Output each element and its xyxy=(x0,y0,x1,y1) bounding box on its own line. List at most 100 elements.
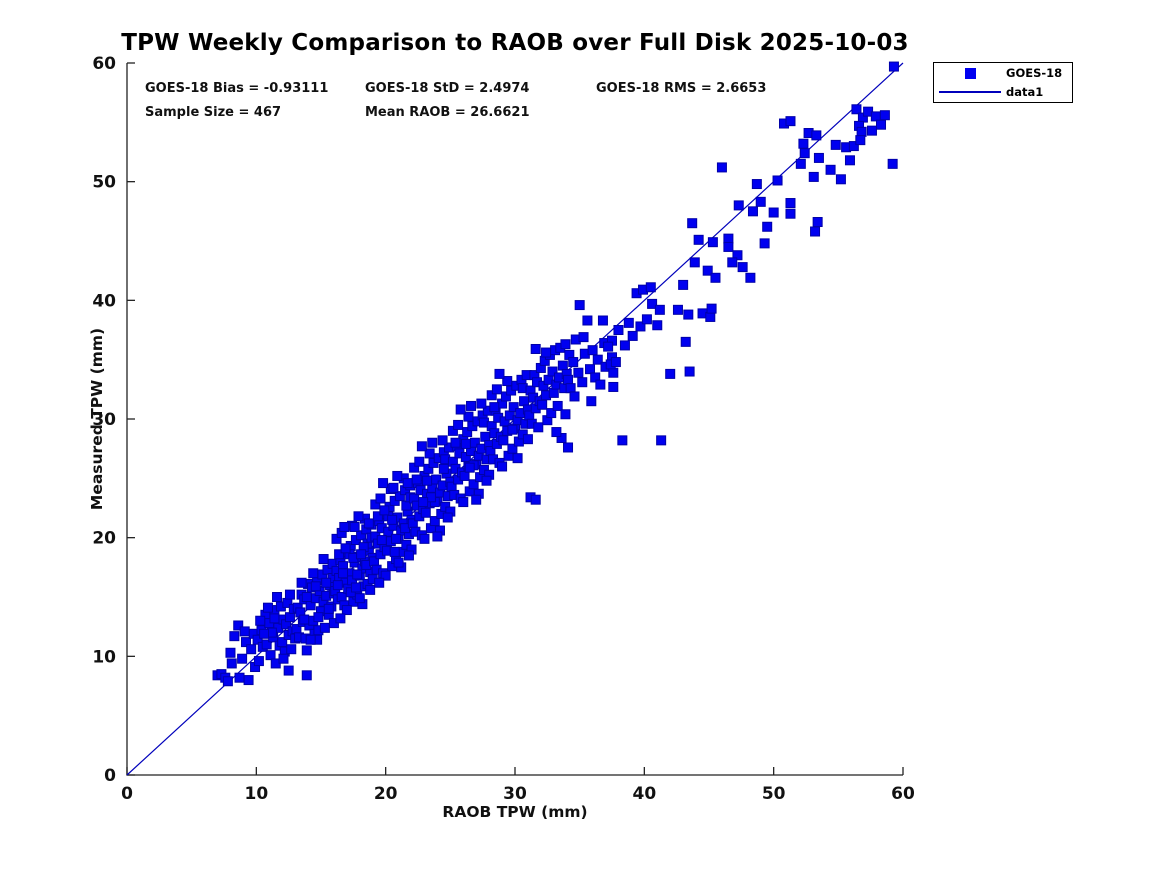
scatter-marker xyxy=(810,226,821,237)
scatter-marker xyxy=(239,626,250,637)
legend-entry-goes18: GOES-18 xyxy=(934,64,1072,82)
scatter-marker xyxy=(586,396,597,407)
scatter-marker xyxy=(876,119,887,130)
scatter-marker xyxy=(259,628,270,639)
scatter-marker xyxy=(759,238,770,249)
scatter-marker xyxy=(481,475,492,486)
scatter-marker xyxy=(379,505,390,516)
scatter-marker xyxy=(411,474,422,485)
stat-sample-size-text: Sample Size = 467 xyxy=(145,105,282,120)
scatter-marker xyxy=(751,179,762,190)
scatter-marker xyxy=(372,511,383,522)
scatter-marker xyxy=(557,360,568,371)
scatter-marker xyxy=(389,546,400,557)
scatter-marker xyxy=(427,437,438,448)
scatter-marker xyxy=(502,376,513,387)
scatter-marker xyxy=(353,511,364,522)
scatter-marker xyxy=(234,672,245,683)
scatter-marker xyxy=(546,408,557,419)
chart-title: TPW Weekly Comparison to RAOB over Full … xyxy=(121,30,909,56)
x-tick-label: 20 xyxy=(374,784,398,804)
scatter-marker xyxy=(380,570,391,581)
scatter-marker xyxy=(284,589,295,600)
scatter-marker xyxy=(318,554,329,565)
scatter-marker xyxy=(489,402,500,413)
scatter-marker xyxy=(569,391,580,402)
scatter-marker xyxy=(556,432,567,443)
scatter-marker xyxy=(476,398,487,409)
scatter-marker xyxy=(610,357,621,368)
scatter-marker xyxy=(450,437,461,448)
scatter-marker xyxy=(222,676,233,687)
y-tick-label: 20 xyxy=(92,529,116,549)
scatter-marker xyxy=(278,653,289,664)
scatter-marker xyxy=(808,171,819,182)
scatter-marker xyxy=(856,126,867,137)
scatter-marker xyxy=(687,218,698,229)
scatter-marker xyxy=(623,317,634,328)
scatter-marker xyxy=(563,374,574,385)
scatter-marker xyxy=(848,141,859,152)
scatter-marker xyxy=(356,549,367,560)
scatter-marker xyxy=(568,357,579,368)
scatter-marker xyxy=(507,443,518,454)
scatter-marker xyxy=(745,272,756,283)
scatter-marker xyxy=(710,272,721,283)
scatter-marker xyxy=(341,605,352,616)
scatter-marker xyxy=(870,111,881,122)
scatter-marker xyxy=(519,396,530,407)
x-tick-label: 0 xyxy=(121,784,133,804)
scatter-marker xyxy=(798,138,809,149)
scatter-marker xyxy=(272,592,283,602)
scatter-marker xyxy=(574,300,585,311)
legend-box: GOES-18 data1 xyxy=(933,62,1073,103)
scatter-marker xyxy=(678,279,689,290)
scatter-marker xyxy=(702,265,713,276)
scatter-marker xyxy=(301,645,312,656)
scatter-marker xyxy=(541,347,552,358)
scatter-marker xyxy=(337,568,348,579)
scatter-marker xyxy=(376,535,387,546)
scatter-marker xyxy=(339,521,350,532)
scatter-marker xyxy=(414,456,425,467)
scatter-marker xyxy=(409,462,420,473)
stat-std-text: GOES-18 StD = 2.4974 xyxy=(365,81,530,96)
scatter-marker xyxy=(375,493,386,504)
scatter-marker xyxy=(647,298,658,309)
scatter-marker xyxy=(423,463,434,474)
scatter-marker xyxy=(613,325,624,335)
scatter-marker xyxy=(522,434,533,445)
scatter-marker xyxy=(795,158,806,169)
scatter-marker xyxy=(331,533,342,544)
scatter-marker xyxy=(680,336,691,347)
scatter-marker xyxy=(321,577,332,588)
scatter-marker xyxy=(716,162,727,173)
scatter-marker xyxy=(879,110,890,121)
scatter-marker xyxy=(336,592,347,602)
scatter-marker xyxy=(310,581,321,592)
scatter-marker xyxy=(420,507,431,518)
scatter-marker xyxy=(705,311,716,322)
scatter-marker xyxy=(370,499,381,510)
scatter-marker xyxy=(459,470,470,481)
scatter-marker xyxy=(635,321,646,332)
scatter-marker xyxy=(335,613,346,624)
x-tick-label: 10 xyxy=(244,784,268,804)
scatter-marker xyxy=(416,441,427,452)
scatter-marker xyxy=(246,644,257,655)
scatter-marker xyxy=(363,518,374,529)
scatter-marker xyxy=(548,387,559,398)
scatter-marker xyxy=(299,614,310,625)
scatter-marker xyxy=(462,427,473,438)
scatter-marker xyxy=(813,152,824,163)
scatter-marker xyxy=(772,175,783,186)
scatter-marker xyxy=(706,303,717,314)
scatter-marker xyxy=(799,148,810,159)
scatter-marker xyxy=(500,391,511,402)
scatter-marker xyxy=(537,399,548,410)
scatter-marker xyxy=(394,491,405,502)
scatter-marker xyxy=(530,494,541,505)
scatter-marker xyxy=(654,304,665,315)
scatter-marker xyxy=(323,603,334,614)
scatter-marker xyxy=(560,409,571,420)
